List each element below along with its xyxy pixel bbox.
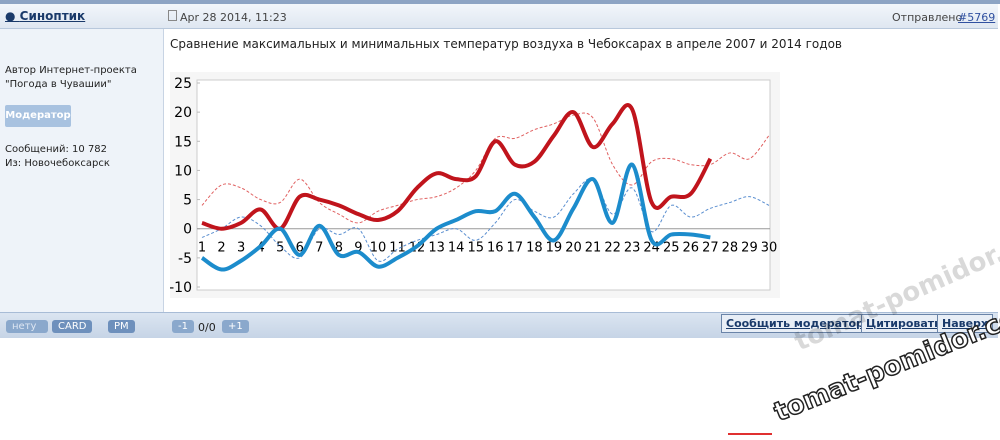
x-tick-label: 18 — [526, 241, 543, 256]
post-text: Сравнение максимальных и минимальных тем… — [170, 37, 842, 51]
author-name[interactable]: ● Синоптик — [5, 9, 86, 23]
date-icon — [168, 10, 177, 21]
x-tick-label: 28 — [722, 241, 739, 256]
role-badge: Модератор — [5, 105, 71, 127]
pm-button[interactable]: PM — [108, 320, 135, 333]
top-button[interactable]: Наверх — [937, 314, 994, 333]
x-tick-label: 17 — [507, 241, 524, 256]
x-tick-label: 2 — [217, 241, 225, 256]
report-button[interactable]: Сообщить модератору — [721, 314, 877, 333]
status-button[interactable]: нету — [6, 320, 48, 333]
rating: 0/0 — [198, 321, 216, 334]
series-line — [201, 103, 713, 231]
x-tick-label: 29 — [741, 241, 758, 256]
x-tick-label: 10 — [370, 241, 387, 256]
y-tick-label: 20 — [174, 105, 192, 121]
x-tick-label: 7 — [315, 241, 323, 256]
x-tick-label: 20 — [565, 241, 582, 256]
plot-area — [196, 79, 771, 291]
y-tick-label: 25 — [174, 76, 192, 92]
top-border — [0, 0, 1000, 4]
plus-button[interactable]: +1 — [222, 320, 249, 333]
x-tick-label: 8 — [335, 241, 343, 256]
about: Автор Интернет-проекта — [5, 65, 137, 76]
post-count: Сообщений: 10 782 — [5, 144, 108, 155]
x-tick-label: 25 — [663, 241, 680, 256]
x-tick-label: 15 — [467, 241, 484, 256]
minus-button[interactable]: -1 — [172, 320, 194, 333]
project: "Погода в Чувашии" — [5, 79, 112, 90]
post-date: Apr 28 2014, 11:23 — [180, 11, 287, 24]
x-tick-label: 27 — [702, 241, 719, 256]
sent-label: Отправлено — [892, 11, 963, 24]
x-tick-label: 21 — [585, 241, 602, 256]
sidebar — [0, 29, 164, 312]
series-line — [201, 112, 770, 224]
x-tick-label: 23 — [624, 241, 641, 256]
x-tick-label: 5 — [276, 241, 284, 256]
x-tick-label: 16 — [487, 241, 504, 256]
x-tick-label: 22 — [604, 241, 621, 256]
quote-button[interactable]: Цитировать — [861, 314, 947, 333]
y-tick-label: 10 — [174, 163, 192, 179]
author[interactable]: Синоптик — [19, 9, 86, 23]
y-tick-label: -10 — [170, 280, 192, 296]
x-tick-label: 6 — [296, 241, 304, 256]
x-tick-label: 1 — [198, 241, 206, 256]
x-tick-label: 30 — [761, 241, 778, 256]
y-tick-label: -5 — [178, 251, 192, 267]
x-tick-label: 11 — [389, 241, 406, 256]
x-tick-label: 3 — [237, 241, 245, 256]
y-tick-label: 0 — [183, 222, 192, 238]
x-tick-label: 26 — [683, 241, 700, 256]
series-line — [201, 178, 770, 262]
x-tick-label: 13 — [428, 241, 445, 256]
x-tick-label: 19 — [546, 241, 563, 256]
series-line — [200, 162, 711, 272]
y-tick-label: 5 — [183, 193, 192, 209]
x-tick-label: 9 — [354, 241, 362, 256]
card-button[interactable]: CARD — [52, 320, 93, 333]
post-number[interactable]: #5769 — [958, 11, 996, 24]
header-row — [0, 4, 998, 29]
x-tick-label: 14 — [448, 241, 465, 256]
location: Из: Новочебоксарск — [5, 158, 110, 169]
arrow — [728, 433, 772, 435]
y-tick-label: 15 — [174, 134, 192, 150]
